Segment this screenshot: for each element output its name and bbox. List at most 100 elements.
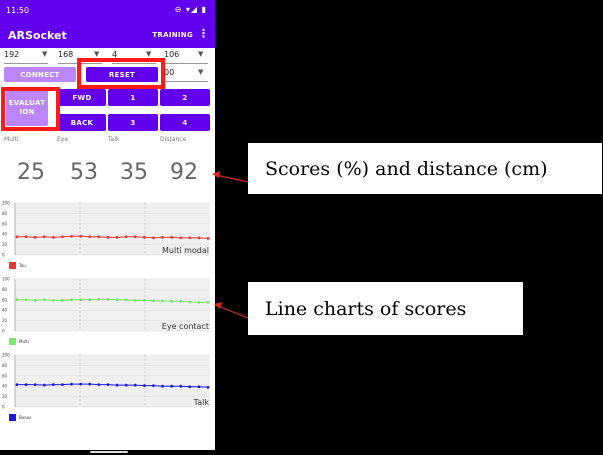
button-4[interactable]: 4	[160, 114, 210, 131]
series-point	[142, 384, 146, 388]
y-tick-label: 80	[2, 211, 8, 216]
legend-swatch	[9, 262, 16, 269]
evaluation-button[interactable]: EVALUAT ION	[6, 90, 48, 126]
spinner-underline	[4, 63, 48, 64]
series-point	[33, 235, 37, 239]
legend-label: Bonus	[19, 415, 32, 420]
home-handle[interactable]	[90, 451, 128, 453]
status-bar: 11:50 ⊖ ▾◢ ▮	[0, 0, 215, 22]
score-label-distance: Distance	[160, 136, 187, 143]
score-label-talk: Talk	[108, 136, 120, 143]
overflow-menu-icon[interactable]: ⋮	[198, 27, 209, 40]
button-1[interactable]: 1	[108, 89, 158, 106]
y-tick-label: 100	[2, 201, 10, 206]
forward-button[interactable]: FWD	[58, 89, 106, 106]
series-point	[106, 235, 110, 239]
series-point	[179, 236, 183, 240]
arrow-line-scores	[215, 174, 249, 183]
training-button[interactable]: TRAINING	[152, 31, 193, 39]
chart-title: Eye contact	[162, 322, 209, 331]
plot-area	[15, 203, 210, 255]
series-point	[24, 383, 28, 387]
score-value-multi: 25	[17, 160, 45, 185]
y-tick-label: 20	[2, 394, 8, 399]
y-tick-label: 100	[2, 277, 10, 282]
series-point	[88, 382, 92, 386]
series-point	[97, 235, 101, 239]
ip-spinner-2-value: 168	[58, 50, 74, 59]
y-tick-label: 100	[2, 353, 10, 358]
line-chart-svg: 100 80 60 40 20 0 Talk	[2, 353, 210, 410]
series-point	[115, 298, 119, 302]
series-point	[206, 385, 210, 389]
series-point	[70, 234, 73, 238]
series-point	[133, 235, 137, 239]
series-point	[161, 384, 164, 388]
series-point	[106, 297, 110, 301]
reset-button[interactable]: RESET	[86, 67, 158, 82]
plot-area	[15, 279, 210, 331]
y-tick-label: 40	[2, 308, 8, 313]
connect-button[interactable]: CONNECT	[4, 67, 76, 82]
series-point	[42, 383, 46, 387]
score-label-eye: Eye	[57, 136, 69, 143]
series-point	[170, 384, 174, 388]
button-3[interactable]: 3	[108, 114, 158, 131]
y-tick-label: 40	[2, 232, 8, 237]
plot-area	[15, 355, 210, 407]
callout-charts: Line charts of scores	[248, 282, 523, 335]
series-point	[206, 301, 210, 304]
chart-multi-modal: 100 80 60 40 20 0 Multi modal Tau	[0, 199, 215, 274]
series-point	[33, 298, 37, 302]
reset-highlight-box	[77, 58, 165, 89]
series-point	[142, 235, 146, 239]
series-point	[188, 385, 192, 389]
series-point	[152, 299, 155, 303]
y-tick-label: 80	[2, 287, 8, 292]
series-point	[170, 299, 174, 303]
series-point	[79, 382, 83, 386]
ip-spinner-4[interactable]: 106 ▼	[164, 50, 208, 64]
series-point	[124, 383, 128, 387]
series-line	[17, 383, 209, 388]
legend-swatch	[9, 414, 16, 421]
nav-bar	[0, 450, 215, 455]
ip-spinner-3-value: 4	[112, 50, 118, 59]
series-point	[152, 384, 155, 388]
legend-swatch	[9, 338, 16, 345]
button-2[interactable]: 2	[160, 89, 210, 106]
series-point	[188, 236, 192, 240]
series-point	[70, 298, 73, 302]
phone-screen: 11:50 ⊖ ▾◢ ▮ ARSocket TRAINING ⋮ 192 ▼ 1…	[0, 0, 215, 455]
series-point	[197, 385, 201, 389]
series-point	[15, 383, 19, 387]
chevron-down-icon: ▼	[94, 50, 100, 58]
score-value-eye: 53	[70, 160, 98, 185]
score-value-distance: 92	[170, 160, 198, 185]
y-tick-label: 60	[2, 373, 8, 378]
line-chart-svg: 100 80 60 40 20 0 Eye contact	[2, 277, 210, 334]
series-point	[79, 234, 83, 238]
series-line	[17, 235, 209, 239]
ip-spinner-3[interactable]: 4 ▼	[112, 50, 156, 64]
main-content: 192 ▼ 168 ▼ 4 ▼ 106 ▼ CONNECT RESET 00 ▼…	[0, 48, 215, 450]
chevron-down-icon: ▼	[146, 50, 152, 58]
chevron-down-icon: ▼	[198, 50, 204, 58]
series-point	[61, 235, 64, 239]
chart-talk: 100 80 60 40 20 0 Talk Bonus	[0, 351, 215, 433]
series-point	[88, 235, 92, 239]
series-point	[197, 236, 201, 240]
evaluation-highlight-box	[1, 87, 60, 131]
ip-spinner-1[interactable]: 192 ▼	[4, 50, 48, 64]
back-button[interactable]: BACK	[58, 114, 106, 131]
series-point	[133, 298, 137, 302]
series-point	[24, 235, 28, 239]
score-label-multi: Multi	[4, 136, 19, 143]
series-point	[51, 235, 55, 239]
port-spinner[interactable]: 00 ▼	[164, 68, 208, 82]
arrow-line-charts	[217, 305, 249, 319]
series-point	[115, 383, 119, 387]
series-point	[51, 383, 55, 387]
series-point	[15, 235, 19, 239]
ip-spinner-4-value: 106	[164, 50, 180, 59]
